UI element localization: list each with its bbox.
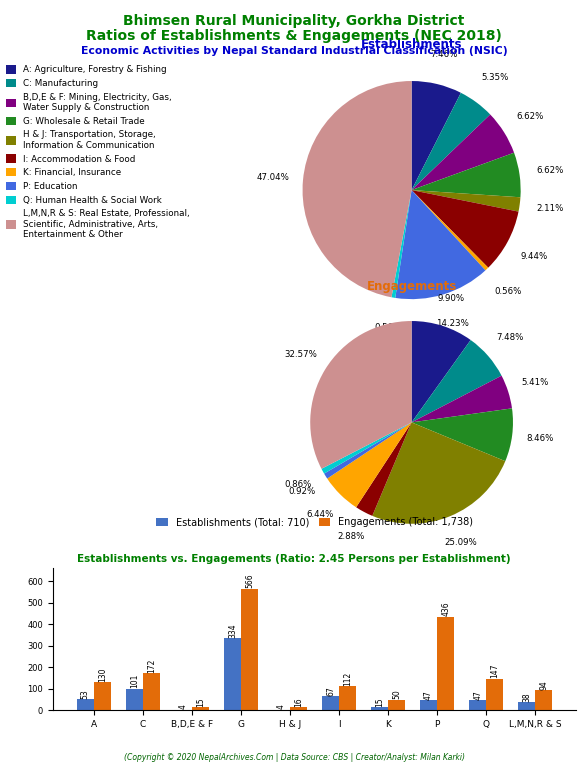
Bar <box>76 699 94 710</box>
Text: 47: 47 <box>424 690 433 700</box>
Bar <box>290 707 307 710</box>
Text: 16: 16 <box>294 697 303 707</box>
Text: 7.46%: 7.46% <box>430 50 457 59</box>
Bar <box>339 687 356 710</box>
Wedge shape <box>412 153 520 197</box>
Text: 6.62%: 6.62% <box>536 166 563 175</box>
Wedge shape <box>412 190 488 270</box>
Text: 2.11%: 2.11% <box>536 204 564 213</box>
Text: 15: 15 <box>196 697 205 707</box>
Text: 38: 38 <box>522 692 531 702</box>
Text: 14.23%: 14.23% <box>436 319 469 328</box>
Text: 0.92%: 0.92% <box>288 487 315 495</box>
Text: 147: 147 <box>490 664 499 678</box>
Text: 2.88%: 2.88% <box>337 532 365 541</box>
Bar <box>388 700 405 710</box>
Text: 566: 566 <box>245 574 254 588</box>
Text: 47: 47 <box>473 690 482 700</box>
Bar <box>94 683 111 710</box>
Bar <box>224 638 241 710</box>
Text: 67: 67 <box>326 686 335 696</box>
Wedge shape <box>412 340 502 422</box>
Wedge shape <box>395 190 486 299</box>
Text: 32.57%: 32.57% <box>285 350 318 359</box>
Wedge shape <box>412 321 470 422</box>
Title: Engagements: Engagements <box>366 280 457 293</box>
Wedge shape <box>356 422 412 516</box>
Title: Establishments: Establishments <box>361 38 462 51</box>
Text: 6.62%: 6.62% <box>516 111 544 121</box>
Text: 0.56%: 0.56% <box>375 323 402 333</box>
Wedge shape <box>322 422 412 474</box>
Text: 0.86%: 0.86% <box>284 481 312 489</box>
Text: 7.48%: 7.48% <box>496 333 523 342</box>
Wedge shape <box>327 422 412 507</box>
Wedge shape <box>412 409 513 461</box>
Bar <box>126 689 143 710</box>
Text: 9.44%: 9.44% <box>521 252 548 261</box>
Bar <box>371 707 388 710</box>
Bar <box>322 696 339 710</box>
Bar <box>437 617 455 710</box>
Text: 6.44%: 6.44% <box>306 510 334 519</box>
Text: 53: 53 <box>81 689 90 699</box>
Bar <box>518 702 535 710</box>
Text: Ratios of Establishments & Engagements (NEC 2018): Ratios of Establishments & Engagements (… <box>86 29 502 43</box>
Bar <box>535 690 553 710</box>
Wedge shape <box>412 93 490 190</box>
Legend: A: Agriculture, Forestry & Fishing, C: Manufacturing, B,D,E & F: Mining, Electri: A: Agriculture, Forestry & Fishing, C: M… <box>6 65 189 239</box>
Text: 94: 94 <box>539 680 549 690</box>
Bar <box>469 700 486 710</box>
Legend: Establishments (Total: 710), Engagements (Total: 1,738): Establishments (Total: 710), Engagements… <box>152 514 477 531</box>
Wedge shape <box>372 422 505 524</box>
Text: 0.56%: 0.56% <box>494 286 522 296</box>
Wedge shape <box>412 190 519 268</box>
Text: 4: 4 <box>179 704 188 709</box>
Bar <box>143 674 160 710</box>
Bar <box>420 700 437 710</box>
Text: 436: 436 <box>441 601 450 616</box>
Wedge shape <box>392 190 412 298</box>
Text: 15: 15 <box>375 697 384 707</box>
Wedge shape <box>412 81 461 190</box>
Wedge shape <box>412 190 520 212</box>
Wedge shape <box>412 114 514 190</box>
Text: 9.90%: 9.90% <box>437 294 465 303</box>
Text: 5.41%: 5.41% <box>522 379 549 387</box>
Text: 50: 50 <box>392 690 401 699</box>
Text: 172: 172 <box>147 659 156 673</box>
Text: Economic Activities by Nepal Standard Industrial Classification (NSIC): Economic Activities by Nepal Standard In… <box>81 46 507 56</box>
Text: 334: 334 <box>228 624 237 638</box>
Bar <box>486 679 503 710</box>
Text: 5.35%: 5.35% <box>481 74 508 82</box>
Bar <box>241 588 258 710</box>
Text: 47.04%: 47.04% <box>256 173 289 182</box>
Text: 101: 101 <box>130 674 139 688</box>
Text: 112: 112 <box>343 671 352 686</box>
Text: (Copyright © 2020 NepalArchives.Com | Data Source: CBS | Creator/Analyst: Milan : (Copyright © 2020 NepalArchives.Com | Da… <box>123 753 465 762</box>
Wedge shape <box>324 422 412 478</box>
Wedge shape <box>412 376 512 422</box>
Text: 25.09%: 25.09% <box>445 538 477 547</box>
Text: 130: 130 <box>98 667 107 682</box>
Bar <box>192 707 209 710</box>
Text: Bhimsen Rural Municipality, Gorkha District: Bhimsen Rural Municipality, Gorkha Distr… <box>123 14 465 28</box>
Wedge shape <box>303 81 412 297</box>
Text: 8.46%: 8.46% <box>527 434 554 443</box>
Text: 4: 4 <box>277 704 286 709</box>
Wedge shape <box>310 321 412 468</box>
Text: Establishments vs. Engagements (Ratio: 2.45 Persons per Establishment): Establishments vs. Engagements (Ratio: 2… <box>77 554 511 564</box>
